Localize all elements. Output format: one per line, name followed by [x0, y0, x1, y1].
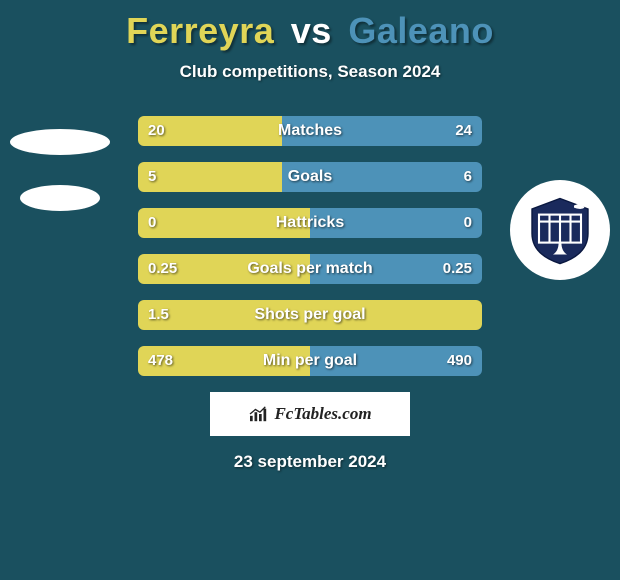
vs-label: vs [291, 10, 332, 51]
stat-value-player1: 1.5 [148, 300, 169, 330]
stat-value-player2: 0.25 [443, 254, 472, 284]
chart-icon [248, 405, 270, 423]
stat-label: Matches [138, 116, 482, 146]
player1-name: Ferreyra [126, 10, 274, 51]
stat-label: Shots per goal [138, 300, 482, 330]
placeholder-ellipse [20, 185, 100, 211]
stat-row: Hattricks0 0 [138, 208, 482, 238]
brand-text: FcTables.com [274, 404, 371, 424]
stat-row: Matches20 24 [138, 116, 482, 146]
placeholder-ellipse [10, 129, 110, 155]
stat-row: Min per goal478 490 [138, 346, 482, 376]
stat-value-player2: 6 [464, 162, 472, 192]
subtitle: Club competitions, Season 2024 [0, 62, 620, 82]
stat-row: Goals5 6 [138, 162, 482, 192]
player2-avatar [510, 180, 610, 280]
stat-value-player2: 24 [455, 116, 472, 146]
stat-value-player1: 0 [148, 208, 156, 238]
stat-value-player1: 0.25 [148, 254, 177, 284]
stat-label: Goals [138, 162, 482, 192]
date-label: 23 september 2024 [0, 452, 620, 472]
club-badge-icon [525, 195, 595, 265]
comparison-title: Ferreyra vs Galeano [0, 0, 620, 52]
stat-label: Hattricks [138, 208, 482, 238]
player1-avatar [10, 120, 110, 220]
stat-value-player2: 0 [464, 208, 472, 238]
stat-row: Shots per goal1.5 [138, 300, 482, 330]
player2-name: Galeano [348, 10, 494, 51]
stat-value-player2: 490 [447, 346, 472, 376]
stat-value-player1: 20 [148, 116, 165, 146]
stat-value-player1: 5 [148, 162, 156, 192]
brand-footer: FcTables.com [210, 392, 410, 436]
stat-label: Goals per match [138, 254, 482, 284]
stat-row: Goals per match0.25 0.25 [138, 254, 482, 284]
stat-value-player1: 478 [148, 346, 173, 376]
stats-bars: Matches20 24 Goals5 6 Hattricks0 0 Goals per m… [138, 116, 482, 376]
stat-label: Min per goal [138, 346, 482, 376]
